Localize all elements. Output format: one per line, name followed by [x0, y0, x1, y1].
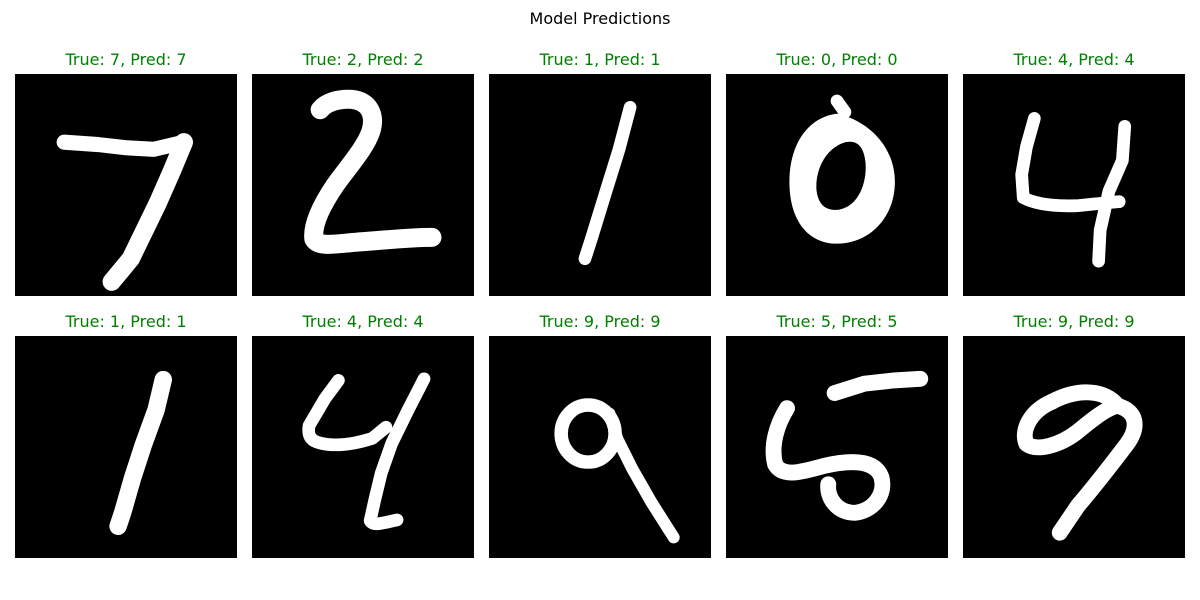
digit-image-4 — [252, 336, 474, 558]
figure-title: Model Predictions — [529, 9, 671, 28]
digit-image-9 — [963, 336, 1185, 558]
panel-title: True: 7, Pred: 7 — [65, 50, 187, 69]
digit-image-7 — [15, 74, 237, 296]
panel-title: True: 9, Pred: 9 — [1013, 312, 1135, 331]
digit-image-4 — [963, 74, 1185, 296]
digit-image-1 — [489, 74, 711, 296]
digit-image-1 — [15, 336, 237, 558]
panel-title: True: 1, Pred: 1 — [65, 312, 187, 331]
panel-title: True: 9, Pred: 9 — [539, 312, 661, 331]
panel-title: True: 2, Pred: 2 — [302, 50, 424, 69]
digit-image-2 — [252, 74, 474, 296]
panel-title: True: 4, Pred: 4 — [302, 312, 424, 331]
digit-image-9 — [489, 336, 711, 558]
digit-image-0 — [726, 74, 948, 296]
panel-title: True: 5, Pred: 5 — [776, 312, 898, 331]
panel-title: True: 0, Pred: 0 — [776, 50, 898, 69]
panel-title: True: 4, Pred: 4 — [1013, 50, 1135, 69]
panel-title: True: 1, Pred: 1 — [539, 50, 661, 69]
digit-image-5 — [726, 336, 948, 558]
